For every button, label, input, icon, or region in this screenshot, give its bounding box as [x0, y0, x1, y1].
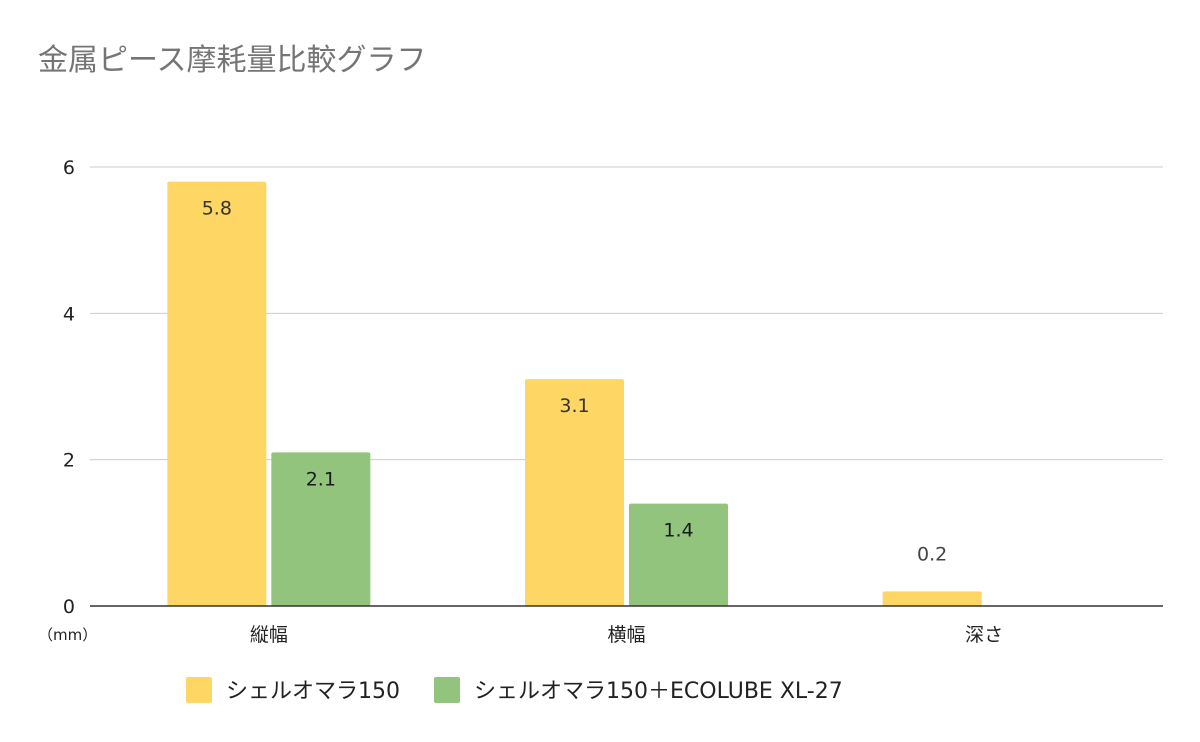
legend-label-2: シェルオマラ150＋ECOLUBE XL-27 [474, 679, 843, 704]
data-label: 3.1 [559, 395, 589, 417]
bar-1-2 [525, 379, 624, 606]
bar-2-2 [629, 503, 728, 606]
y-tick-label: 6 [63, 157, 75, 179]
data-label: 2.1 [306, 468, 336, 490]
legend-swatch-2 [434, 677, 460, 703]
chart-title: 金属ピース摩耗量比較グラフ [38, 43, 427, 78]
data-label: 5.8 [202, 198, 232, 220]
y-axis-ticks: 0 2 4 6 [63, 157, 75, 618]
category-labels: 縦幅 横幅 深さ [250, 624, 1003, 646]
bar-1-3 [882, 591, 982, 606]
legend-swatch-1 [186, 677, 212, 703]
bar-2-1 [271, 452, 371, 606]
legend: シェルオマラ150 シェルオマラ150＋ECOLUBE XL-27 [186, 677, 843, 704]
unit-label: （mm） [38, 626, 97, 644]
category-label: 横幅 [607, 624, 645, 646]
legend-label-1: シェルオマラ150 [226, 679, 400, 704]
y-tick-label: 0 [63, 596, 75, 618]
gridlines [90, 166, 1163, 461]
data-label: 0.2 [917, 543, 947, 565]
y-tick-label: 4 [63, 303, 75, 325]
bars [167, 181, 982, 606]
y-tick-label: 2 [63, 450, 75, 472]
data-labels: 5.8 2.1 3.1 1.4 0.2 [202, 198, 948, 566]
bar-1-1 [167, 181, 267, 606]
category-label: 深さ [965, 624, 1003, 646]
category-label: 縦幅 [250, 624, 288, 646]
data-label: 1.4 [663, 520, 693, 542]
